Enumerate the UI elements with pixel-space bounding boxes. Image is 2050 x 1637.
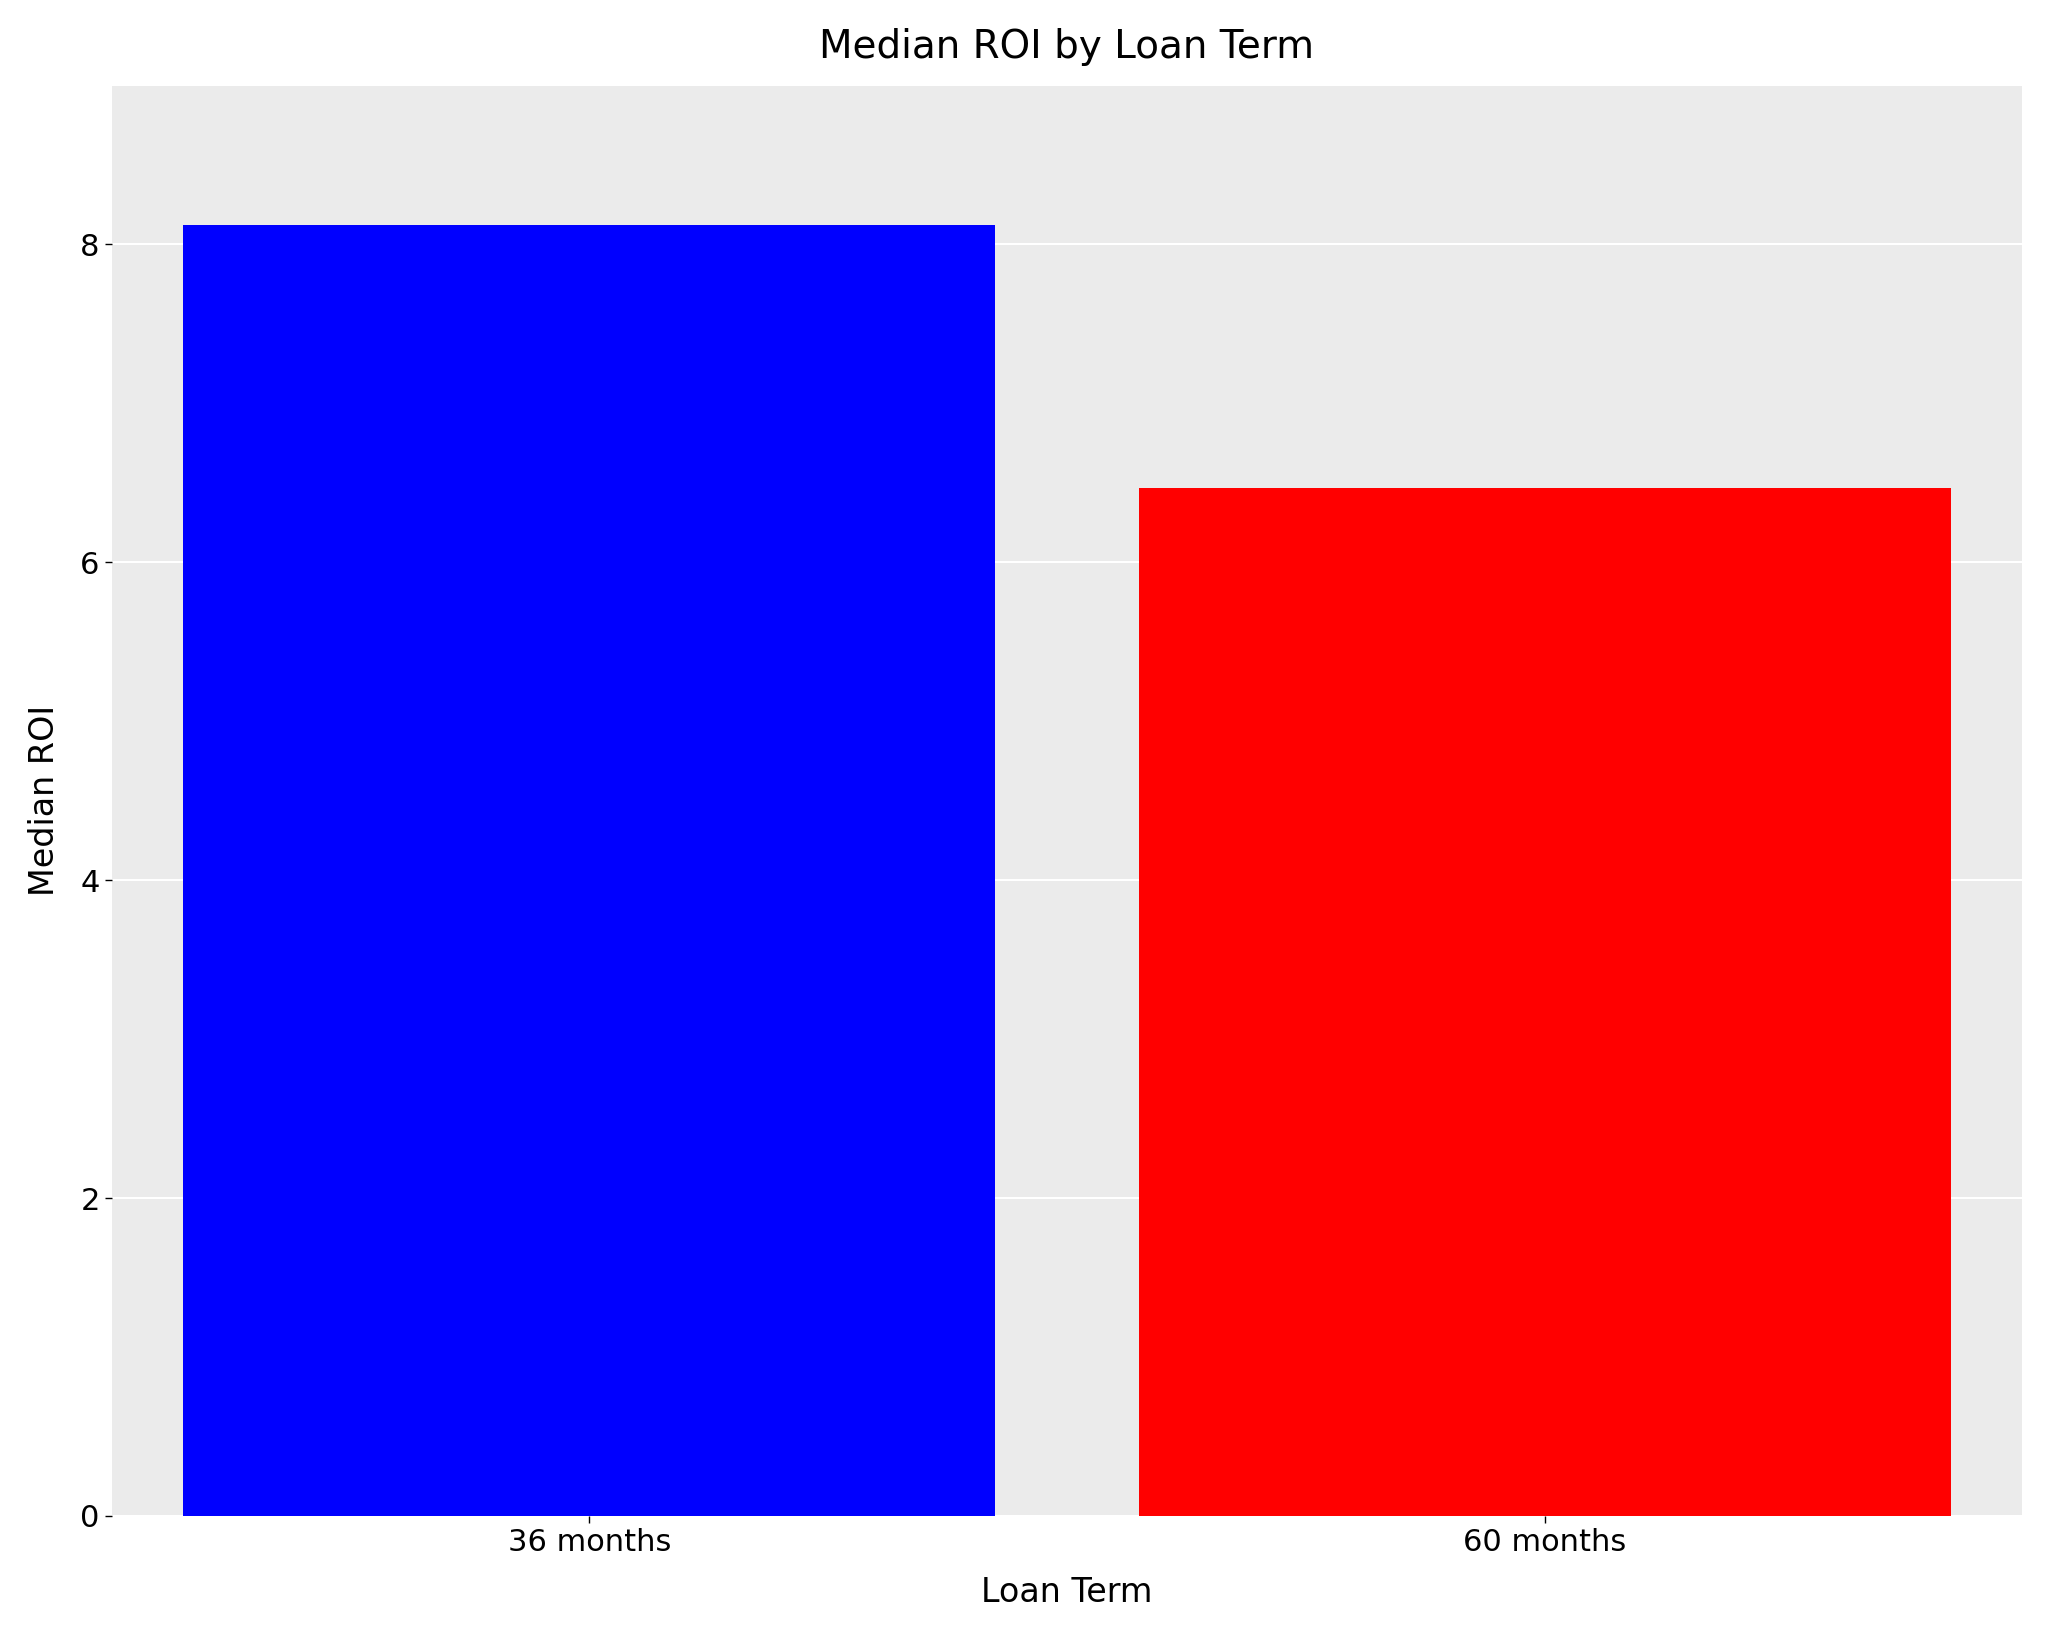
Bar [1138,488,1950,1516]
Y-axis label: Median ROI: Median ROI [29,706,62,897]
Bar [182,226,994,1516]
X-axis label: Loan Term: Loan Term [982,1576,1152,1609]
Title: Median ROI by Loan Term: Median ROI by Loan Term [820,28,1314,65]
